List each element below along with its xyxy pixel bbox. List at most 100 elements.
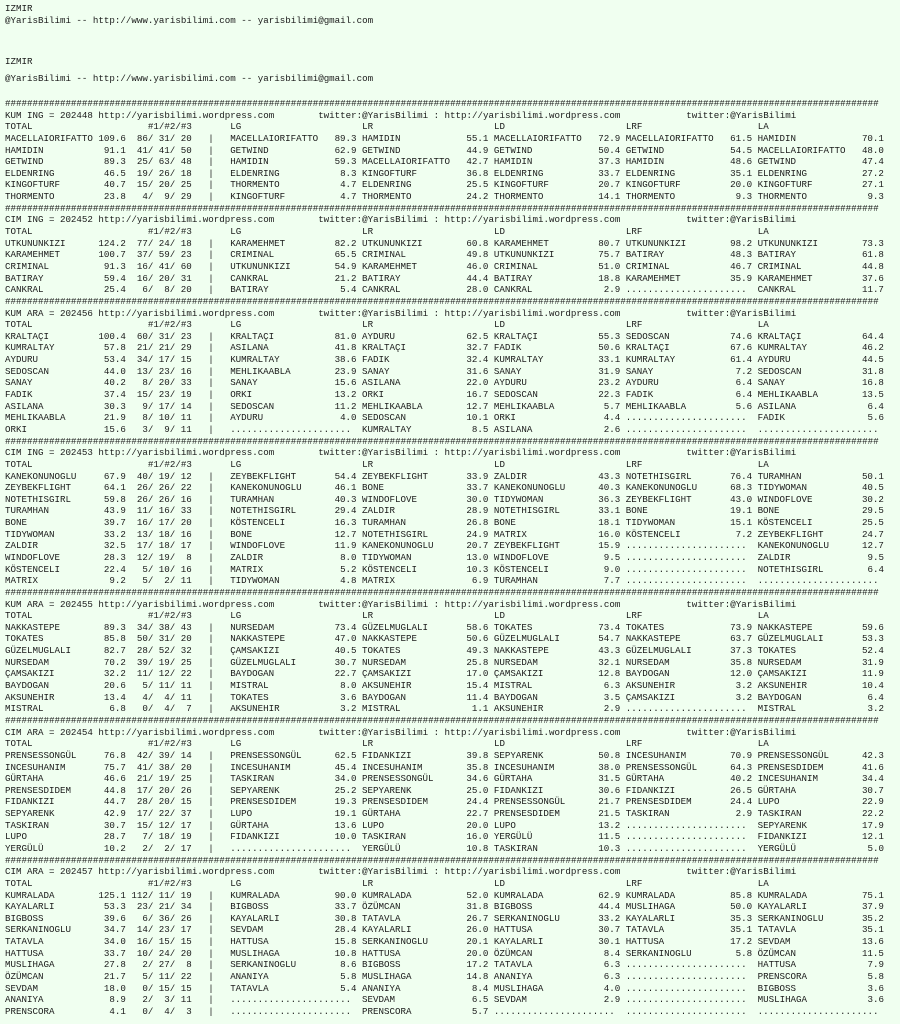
count-separator: / (147, 656, 154, 668)
third-count: 17 (180, 819, 192, 831)
count-separator: / (147, 400, 154, 412)
ld-horse-name: KÖSTENCELI (493, 563, 549, 575)
header-la: LA (757, 458, 769, 470)
first-count: 2 (142, 994, 148, 1006)
lr-score: 44.9 (466, 144, 489, 156)
count-separator: / (147, 982, 154, 994)
horse-name: TASKIRAN (5, 819, 49, 831)
lr-horse-name: TATAVLA (362, 912, 401, 924)
la-score: 12.1 (861, 831, 884, 843)
la-score: 6.4 (867, 400, 884, 412)
lg-score: 30.8 (334, 912, 357, 924)
la-horse-name: CRIMINAL (757, 260, 802, 272)
lg-score: 4.8 (340, 575, 357, 587)
third-count: 25 (180, 656, 192, 668)
lr-horse-name: MISTRAL (362, 703, 401, 715)
ld-score: 30.6 (598, 784, 621, 796)
count-separator: / (147, 551, 154, 563)
lg-score: 40.3 (334, 493, 357, 505)
count-separator: / (147, 132, 154, 144)
ld-horse-name: ELDENRING (493, 167, 544, 179)
lrf-empty-marker: ...................... (625, 423, 747, 435)
count-separator: / (147, 680, 154, 692)
lrf-empty-marker: ...................... (625, 412, 747, 424)
lrf-empty-marker: ...................... (625, 540, 747, 552)
lg-score: 11.2 (334, 400, 357, 412)
third-count: 22 (180, 482, 192, 494)
first-count: 11 (136, 668, 148, 680)
header-lr: LR (362, 121, 374, 133)
header-la: LA (757, 610, 769, 622)
horse-name: SEDOSCAN (5, 365, 49, 377)
la-score: 10.4 (861, 680, 884, 692)
la-score: 6.4 (867, 563, 884, 575)
second-count: 38 (158, 621, 170, 633)
lr-horse-name: ZALDIR (362, 505, 395, 517)
spacer (884, 703, 889, 715)
spacer (884, 145, 889, 157)
race-code: CIM ING = 202452 (5, 214, 93, 226)
table-row: GÜRTAHA 46.6 21/19/25 | TASKIRAN 34.0 PRENS… (5, 773, 890, 785)
lr-score: 44.4 (466, 272, 489, 284)
lr-score: 8.4 (471, 982, 489, 994)
ld-horse-name: ZALDIR (493, 470, 527, 482)
la-score: 47.4 (861, 156, 884, 168)
ld-score: 33.1 (598, 505, 621, 517)
separator: ########################################… (5, 98, 879, 109)
horse-name: BONE (5, 517, 27, 529)
lg-score: 62.5 (334, 749, 357, 761)
count-separator: / (169, 377, 176, 389)
lr-score: 55.1 (466, 132, 489, 144)
second-count: 10 (158, 412, 170, 424)
twitter-handle: twitter:@YarisBilimi (686, 447, 797, 459)
first-count: 17 (136, 808, 148, 820)
lrf-score: 70.9 (730, 749, 753, 761)
lr-score: 28.0 (466, 284, 489, 296)
lrf-score: 54.5 (730, 144, 753, 156)
twitter-handle: twitter:@YarisBilimi (318, 109, 429, 121)
lrf-score: 46.7 (730, 260, 753, 272)
lrf-score: 74.6 (730, 330, 753, 342)
table-row: ORKI 15.6 3/9/11 | ...................... K… (5, 424, 890, 436)
count-separator: / (169, 924, 176, 936)
count-separator: / (169, 843, 176, 854)
third-count: 16 (180, 493, 192, 505)
third-count: 12 (180, 470, 192, 482)
lr-horse-name: ANANIYA (362, 982, 401, 994)
la-horse-name: ELDENRING (757, 167, 808, 179)
second-count: 2 (164, 843, 170, 854)
column-header-row: TOTAL #1/#2/#3 LG LR LD LRF LA (5, 459, 890, 471)
horse-name: ÇAMSAKIZI (5, 668, 55, 680)
total-score: 27.8 (103, 959, 126, 971)
la-score: 34.4 (861, 773, 884, 785)
lr-horse-name: KÖSTENCELI (362, 563, 417, 575)
second-count: 26 (158, 167, 170, 179)
count-separator: / (169, 156, 176, 168)
ld-score: 6.3 (603, 959, 621, 971)
lr-horse-name: YERGÜLÜ (362, 843, 401, 854)
third-count: 17 (180, 843, 192, 854)
la-score: 11.7 (861, 284, 884, 296)
count-separator: / (169, 260, 176, 272)
ld-horse-name: SANAY (493, 365, 522, 377)
la-empty-marker: ...................... (757, 423, 879, 435)
count-separator: / (147, 563, 154, 575)
second-count: 11 (158, 680, 170, 692)
column-separator: | (191, 680, 231, 692)
lrf-horse-name: ELDENRING (625, 167, 676, 179)
count-separator: / (169, 901, 176, 913)
lrf-horse-name: HAMIDIN (625, 156, 665, 168)
ld-score: 2.9 (603, 703, 621, 715)
la-score: 12.7 (861, 540, 884, 552)
second-count: 41 (158, 144, 170, 156)
count-separator: / (169, 761, 176, 773)
spacer (884, 924, 889, 936)
horse-name: ASILANA (5, 400, 44, 412)
lr-score: 1.1 (471, 703, 489, 715)
third-count: 32 (180, 645, 192, 657)
lr-horse-name: KUMRALADA (362, 889, 412, 901)
column-separator: | (191, 994, 231, 1006)
total-score: 30.7 (103, 819, 126, 831)
column-separator: | (191, 703, 231, 715)
horse-name: CANKRAL (5, 284, 44, 296)
